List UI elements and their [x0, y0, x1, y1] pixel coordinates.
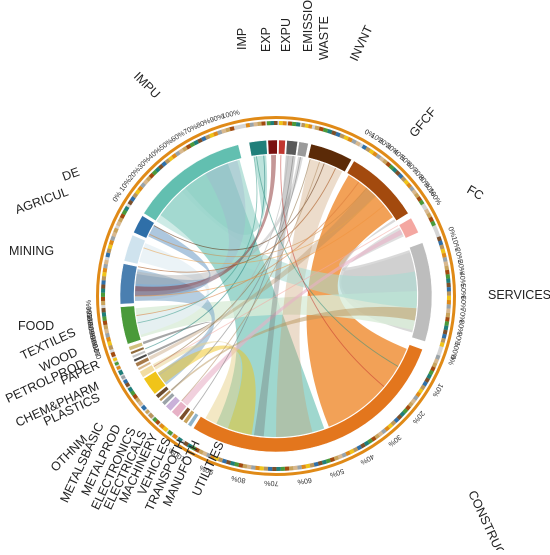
band-segment-construc: [301, 464, 306, 469]
band-segment-services: [446, 309, 450, 314]
band-segment-construc: [251, 465, 256, 470]
band-segment-imp: [261, 121, 265, 125]
tick-construc-8: 80%: [230, 474, 246, 486]
band-segment-exp: [267, 121, 271, 125]
band-segment-services: [446, 274, 450, 279]
band-segment-emission: [288, 121, 292, 125]
band-segment-services: [447, 287, 451, 291]
tick-construc-6: 60%: [296, 476, 312, 487]
band-segment-services: [447, 296, 451, 300]
sector-arc-exp: [268, 140, 278, 154]
band-segment-mining: [103, 268, 108, 273]
label-waste: WASTE: [317, 16, 331, 60]
label-gfcf: GFCF: [407, 105, 440, 140]
band-segment-food: [102, 312, 106, 317]
band-segment-mining: [101, 293, 105, 297]
band-segment-mining: [101, 289, 105, 293]
band-segment-construc: [305, 464, 310, 469]
sector-arc-mining: [120, 264, 137, 305]
band-segment-mining: [104, 260, 109, 265]
band-segment-construc: [276, 467, 280, 471]
band-segment-exp: [274, 121, 278, 125]
band-segment-construc: [272, 467, 276, 471]
band-segment-construc: [293, 466, 298, 470]
sector-arc-imp: [249, 140, 267, 156]
band-segment-food: [101, 308, 105, 313]
band-segment-imp: [246, 123, 251, 128]
band-segment-services: [444, 261, 449, 266]
band-segment-imp: [253, 122, 257, 126]
band-segment-expu: [279, 121, 283, 125]
label-fc: FC: [465, 182, 486, 202]
band-segment-expu: [283, 121, 287, 125]
band-segment-construc: [259, 466, 264, 470]
band-segment-construc: [285, 467, 289, 471]
label-food: FOOD: [18, 319, 54, 333]
band-segment-construc: [289, 466, 294, 470]
band-segment-services: [446, 313, 450, 318]
band-segment-waste: [301, 123, 305, 128]
band-segment-construc: [281, 467, 285, 471]
band-segment-emission: [292, 122, 296, 126]
band-segment-services: [447, 283, 451, 288]
band-segment-services: [444, 321, 449, 326]
tick-construc-5: 50%: [328, 467, 345, 480]
band-segment-construc: [310, 463, 315, 468]
band-segment-mining: [101, 297, 105, 301]
band-segment-mining: [101, 280, 105, 284]
band-segment-construc: [264, 467, 268, 471]
label-invnt: INVNT: [347, 23, 376, 63]
band-segment-construc: [238, 463, 243, 468]
label-imp: IMP: [235, 28, 249, 50]
band-segment-construc: [247, 465, 252, 470]
band-segment-services: [447, 291, 451, 295]
band-segment-services: [445, 270, 450, 275]
label-expu: EXPU: [279, 18, 293, 52]
label-impu: IMPU: [131, 69, 163, 101]
sector-arc-waste: [297, 142, 308, 157]
label-services: SERVICES: [488, 288, 550, 302]
band-segment-mining: [101, 284, 105, 288]
band-segment-food: [104, 329, 109, 334]
ribbons: [135, 155, 417, 437]
band-segment-services: [444, 325, 449, 330]
band-segment-food: [103, 320, 108, 325]
band-segment-mining: [102, 276, 106, 281]
band-segment-services: [447, 300, 451, 304]
band-segment-services: [446, 278, 450, 283]
label-agricul: AGRICUL: [13, 185, 70, 217]
label-mining: MINING: [9, 244, 54, 258]
band-segment-food: [102, 316, 107, 321]
band-segment-services: [445, 317, 450, 322]
band-segment-services: [443, 257, 448, 262]
band-segment-construc: [255, 466, 260, 470]
band-segment-construc: [297, 465, 302, 470]
tick-construc-0: 0%: [446, 354, 458, 367]
band-segment-mining: [101, 301, 105, 305]
band-segment-emission: [296, 122, 301, 126]
band-segment-mining: [103, 264, 108, 269]
sector-arc-expu: [278, 140, 285, 154]
label-de: DE: [60, 165, 81, 184]
band-segment-mining: [102, 272, 106, 277]
band-segment-services: [443, 330, 448, 335]
band-segment-food: [103, 325, 108, 330]
band-segment-construc: [242, 464, 247, 469]
label-construc: CONSTRUC: [465, 488, 508, 550]
band-segment-services: [444, 265, 449, 270]
tick-food-10: 100%: [84, 299, 94, 319]
sector-arc-emission: [286, 140, 298, 155]
tick-construc-7: 70%: [264, 479, 279, 488]
band-segment-imp: [257, 122, 261, 126]
band-segment-construc: [268, 467, 272, 471]
band-segment-imp: [250, 122, 254, 127]
band-segment-waste: [305, 123, 309, 128]
label-exp: EXP: [259, 27, 273, 52]
tick-impu-10: 100%: [221, 107, 242, 120]
band-segment-exp: [270, 121, 274, 125]
band-segment-services: [447, 304, 451, 309]
